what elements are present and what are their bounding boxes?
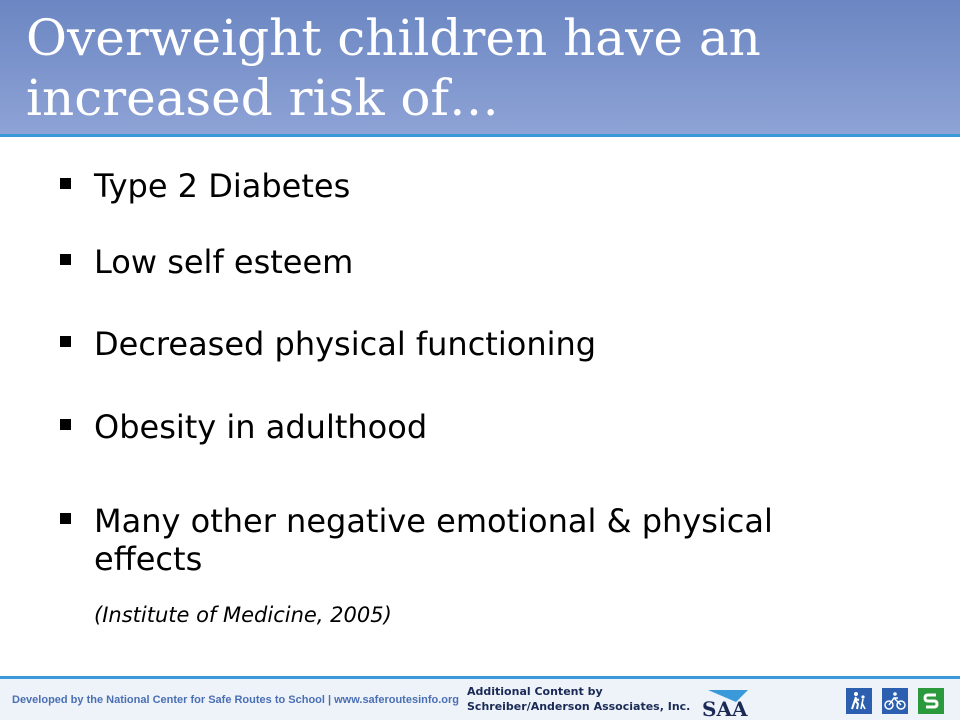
bullet-square-icon [60, 178, 71, 189]
bullet-square-icon [60, 336, 71, 347]
bullet-square-icon [60, 513, 71, 524]
slide-title: Overweight children have an increased ri… [26, 9, 761, 127]
header-divider [0, 134, 960, 137]
saa-logo: SAA [702, 690, 748, 718]
bullet-item: Decreased physical functioning [60, 325, 880, 363]
bullet-text: Obesity in adulthood [94, 408, 428, 446]
bullet-item: Type 2 Diabetes [60, 167, 880, 205]
bullet-text: Type 2 Diabetes [94, 167, 351, 205]
credit-line-1: Additional Content by [467, 685, 603, 698]
header-banner: Overweight children have an increased ri… [0, 0, 960, 134]
developed-by-text: Developed by the National Center for Saf… [12, 694, 460, 706]
footer-divider [0, 676, 960, 679]
saa-logo-text: SAA [702, 697, 748, 718]
bicycle-icon [882, 688, 908, 714]
citation: (Institute of Medicine, 2005) [94, 603, 392, 627]
credit-text: Additional Content by Schreiber/Anderson… [467, 684, 690, 714]
credit-line-2: Schreiber/Anderson Associates, Inc. [467, 700, 691, 713]
walking-icon [846, 688, 872, 714]
bullet-item: Low self esteem [60, 243, 880, 281]
bullet-item: Many other negative emotional & physical… [60, 502, 820, 578]
bullet-text: Low self esteem [94, 243, 354, 281]
bullet-square-icon [60, 254, 71, 265]
bullet-text: Decreased physical functioning [94, 325, 597, 363]
bullet-text: Many other negative emotional & physical… [94, 502, 773, 578]
footer-bar [0, 679, 960, 720]
safe-routes-s-icon [918, 688, 944, 714]
bullet-square-icon [60, 419, 71, 430]
bullet-item: Obesity in adulthood [60, 408, 880, 446]
